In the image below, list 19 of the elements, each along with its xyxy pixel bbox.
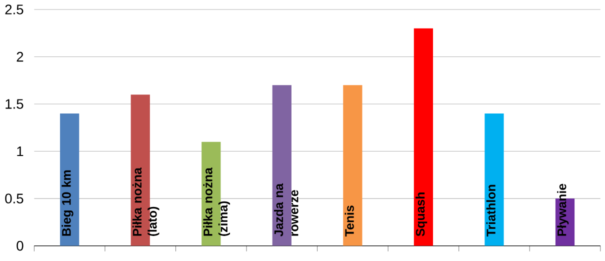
y-tick-label: 2: [16, 52, 24, 62]
x-tick-label: Triathlon: [486, 185, 496, 237]
x-tick-label: Piłka nożna (lato): [132, 168, 160, 236]
bar: [414, 28, 434, 246]
x-tick-label: Piłka nożna (zima): [203, 168, 230, 236]
y-tick-label: 2.5: [5, 4, 24, 14]
y-tick-label: 1: [17, 146, 24, 156]
bar: [484, 114, 504, 246]
x-tick-label: Jazda na rowerze: [274, 183, 298, 236]
x-tick-label: Tenis: [344, 206, 354, 237]
x-tick-label: Squash: [416, 192, 428, 236]
bar: [60, 114, 80, 246]
x-tick-label: Pływanie: [557, 184, 569, 236]
y-tick-label: 1.5: [6, 99, 24, 109]
x-tick-label: Bieg 10 km: [62, 170, 74, 236]
y-tick-label: 0: [16, 241, 24, 251]
bar: [343, 85, 362, 246]
y-tick-label: 0.5: [5, 194, 24, 204]
bar: [272, 85, 292, 246]
